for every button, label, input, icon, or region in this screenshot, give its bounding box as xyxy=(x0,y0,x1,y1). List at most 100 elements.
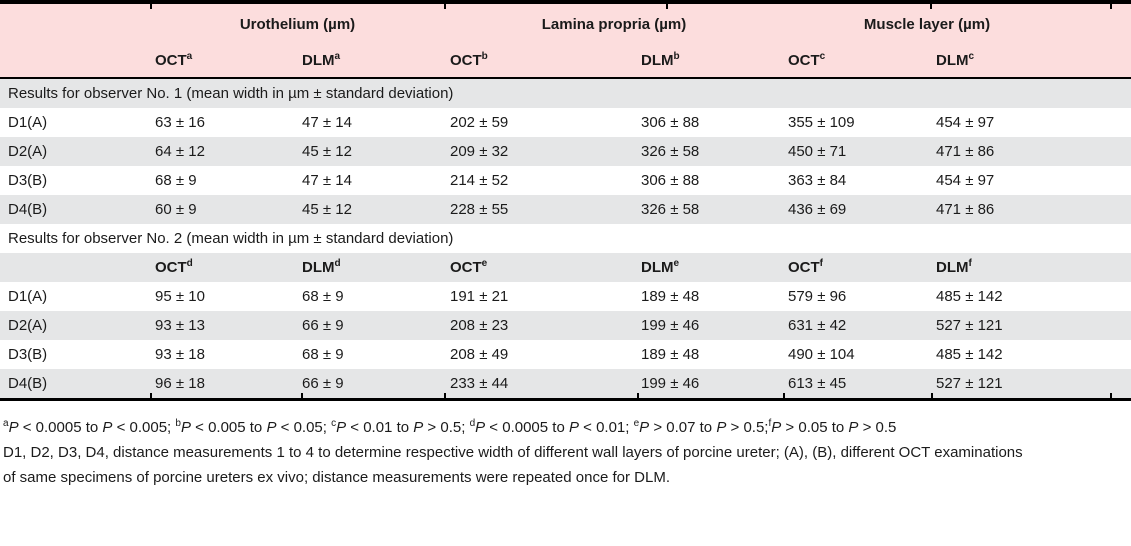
column-tick xyxy=(929,4,932,9)
results-table-figure: Urothelium (µm) Lamina propria (µm) Musc… xyxy=(0,0,1131,490)
section-title-row: Results for observer No. 1 (mean width i… xyxy=(0,78,1131,108)
data-cell: 93 ± 18 xyxy=(150,340,297,369)
data-cell: 64 ± 12 xyxy=(150,137,297,166)
row-label: D1(A) xyxy=(0,108,150,137)
table-header: Urothelium (µm) Lamina propria (µm) Musc… xyxy=(0,4,1131,79)
row-label: D4(B) xyxy=(0,195,150,224)
column-header-dlm-e: DLMe xyxy=(636,253,783,282)
footnote-line: D1, D2, D3, D4, distance measurements 1 … xyxy=(3,444,1023,461)
column-tick xyxy=(1109,393,1112,398)
data-cell: 306 ± 88 xyxy=(636,108,783,137)
data-cell: 306 ± 88 xyxy=(636,166,783,195)
row-label: D4(B) xyxy=(0,369,150,398)
header-empty-cell xyxy=(0,4,150,44)
table-row: D4(B) 96 ± 18 66 ± 9 233 ± 44 199 ± 46 6… xyxy=(0,369,1131,398)
column-tick xyxy=(150,393,153,398)
column-tick xyxy=(782,393,785,398)
column-tick xyxy=(444,393,447,398)
table-row: D4(B) 60 ± 9 45 ± 12 228 ± 55 326 ± 58 4… xyxy=(0,195,1131,224)
column-header-oct-b: OCTb xyxy=(445,44,636,79)
column-tick xyxy=(636,393,639,398)
measurement-results-table: Urothelium (µm) Lamina propria (µm) Musc… xyxy=(0,4,1131,398)
data-cell: 454 ± 97 xyxy=(931,166,1131,195)
table-row: D1(A) 63 ± 16 47 ± 14 202 ± 59 306 ± 88 … xyxy=(0,108,1131,137)
footnote-line: aP < 0.0005 to P < 0.005; bP < 0.005 to … xyxy=(3,418,897,437)
column-header-oct-c: OCTc xyxy=(783,44,931,79)
section-title: Results for observer No. 1 (mean width i… xyxy=(0,78,1131,108)
column-header-oct-e: OCTe xyxy=(445,253,636,282)
footnote-line: of same specimens of porcine ureters ex … xyxy=(3,469,670,486)
data-cell: 450 ± 71 xyxy=(783,137,931,166)
data-cell: 579 ± 96 xyxy=(783,282,931,311)
column-tick xyxy=(666,4,669,9)
data-cell: 95 ± 10 xyxy=(150,282,297,311)
table-bottom-border xyxy=(0,393,1131,401)
header-sub-row-2: OCTd DLMd OCTe DLMe OCTf DLMf xyxy=(0,253,1131,282)
data-cell: 68 ± 9 xyxy=(297,282,445,311)
data-cell: 490 ± 104 xyxy=(783,340,931,369)
data-cell: 326 ± 58 xyxy=(636,137,783,166)
data-cell: 93 ± 13 xyxy=(150,311,297,340)
data-cell: 326 ± 58 xyxy=(636,195,783,224)
data-cell: 471 ± 86 xyxy=(931,195,1131,224)
table-row: D3(B) 93 ± 18 68 ± 9 208 ± 49 189 ± 48 4… xyxy=(0,340,1131,369)
column-header-oct-d: OCTd xyxy=(150,253,297,282)
data-cell: 454 ± 97 xyxy=(931,108,1131,137)
column-tick xyxy=(1109,4,1112,9)
header-sub-row: OCTa DLMa OCTb DLMb OCTc DLMc xyxy=(0,44,1131,79)
data-cell: 209 ± 32 xyxy=(445,137,636,166)
table-top-border xyxy=(0,0,1131,9)
column-group-urothelium: Urothelium (µm) xyxy=(150,4,445,44)
column-tick xyxy=(150,4,153,9)
section-title: Results for observer No. 2 (mean width i… xyxy=(0,224,1131,253)
data-cell: 527 ± 121 xyxy=(931,369,1131,398)
column-header-oct-f: OCTf xyxy=(783,253,931,282)
column-group-muscle-layer: Muscle layer (µm) xyxy=(783,4,1131,44)
data-cell: 436 ± 69 xyxy=(783,195,931,224)
column-header-dlm-a: DLMa xyxy=(297,44,445,79)
data-cell: 68 ± 9 xyxy=(150,166,297,195)
data-cell: 66 ± 9 xyxy=(297,369,445,398)
table-row: D2(A) 64 ± 12 45 ± 12 209 ± 32 326 ± 58 … xyxy=(0,137,1131,166)
column-header-oct-a: OCTa xyxy=(150,44,297,79)
table-footnotes: aP < 0.0005 to P < 0.005; bP < 0.005 to … xyxy=(0,401,1131,490)
row-label: D2(A) xyxy=(0,311,150,340)
table-row: D1(A) 95 ± 10 68 ± 9 191 ± 21 189 ± 48 5… xyxy=(0,282,1131,311)
data-cell: 191 ± 21 xyxy=(445,282,636,311)
column-header-dlm-b: DLMb xyxy=(636,44,783,79)
data-cell: 199 ± 46 xyxy=(636,369,783,398)
row-label: D2(A) xyxy=(0,137,150,166)
data-cell: 363 ± 84 xyxy=(783,166,931,195)
data-cell: 199 ± 46 xyxy=(636,311,783,340)
column-header-dlm-d: DLMd xyxy=(297,253,445,282)
data-cell: 68 ± 9 xyxy=(297,340,445,369)
data-cell: 189 ± 48 xyxy=(636,340,783,369)
table-row: D3(B) 68 ± 9 47 ± 14 214 ± 52 306 ± 88 3… xyxy=(0,166,1131,195)
data-cell: 471 ± 86 xyxy=(931,137,1131,166)
data-cell: 45 ± 12 xyxy=(297,195,445,224)
row-label: D1(A) xyxy=(0,282,150,311)
data-cell: 527 ± 121 xyxy=(931,311,1131,340)
data-cell: 208 ± 49 xyxy=(445,340,636,369)
data-cell: 189 ± 48 xyxy=(636,282,783,311)
section-title-row: Results for observer No. 2 (mean width i… xyxy=(0,224,1131,253)
data-cell: 47 ± 14 xyxy=(297,166,445,195)
data-cell: 60 ± 9 xyxy=(150,195,297,224)
data-cell: 631 ± 42 xyxy=(783,311,931,340)
column-tick xyxy=(444,4,447,9)
row-label: D3(B) xyxy=(0,166,150,195)
data-cell: 208 ± 23 xyxy=(445,311,636,340)
column-group-lamina-propria: Lamina propria (µm) xyxy=(445,4,783,44)
column-header-dlm-c: DLMc xyxy=(931,44,1131,79)
data-cell: 63 ± 16 xyxy=(150,108,297,137)
data-cell: 47 ± 14 xyxy=(297,108,445,137)
data-cell: 355 ± 109 xyxy=(783,108,931,137)
data-cell: 485 ± 142 xyxy=(931,340,1131,369)
data-cell: 214 ± 52 xyxy=(445,166,636,195)
table-row: D2(A) 93 ± 13 66 ± 9 208 ± 23 199 ± 46 6… xyxy=(0,311,1131,340)
column-header-dlm-f: DLMf xyxy=(931,253,1131,282)
data-cell: 228 ± 55 xyxy=(445,195,636,224)
header-empty-cell xyxy=(0,253,150,282)
data-cell: 202 ± 59 xyxy=(445,108,636,137)
data-cell: 233 ± 44 xyxy=(445,369,636,398)
